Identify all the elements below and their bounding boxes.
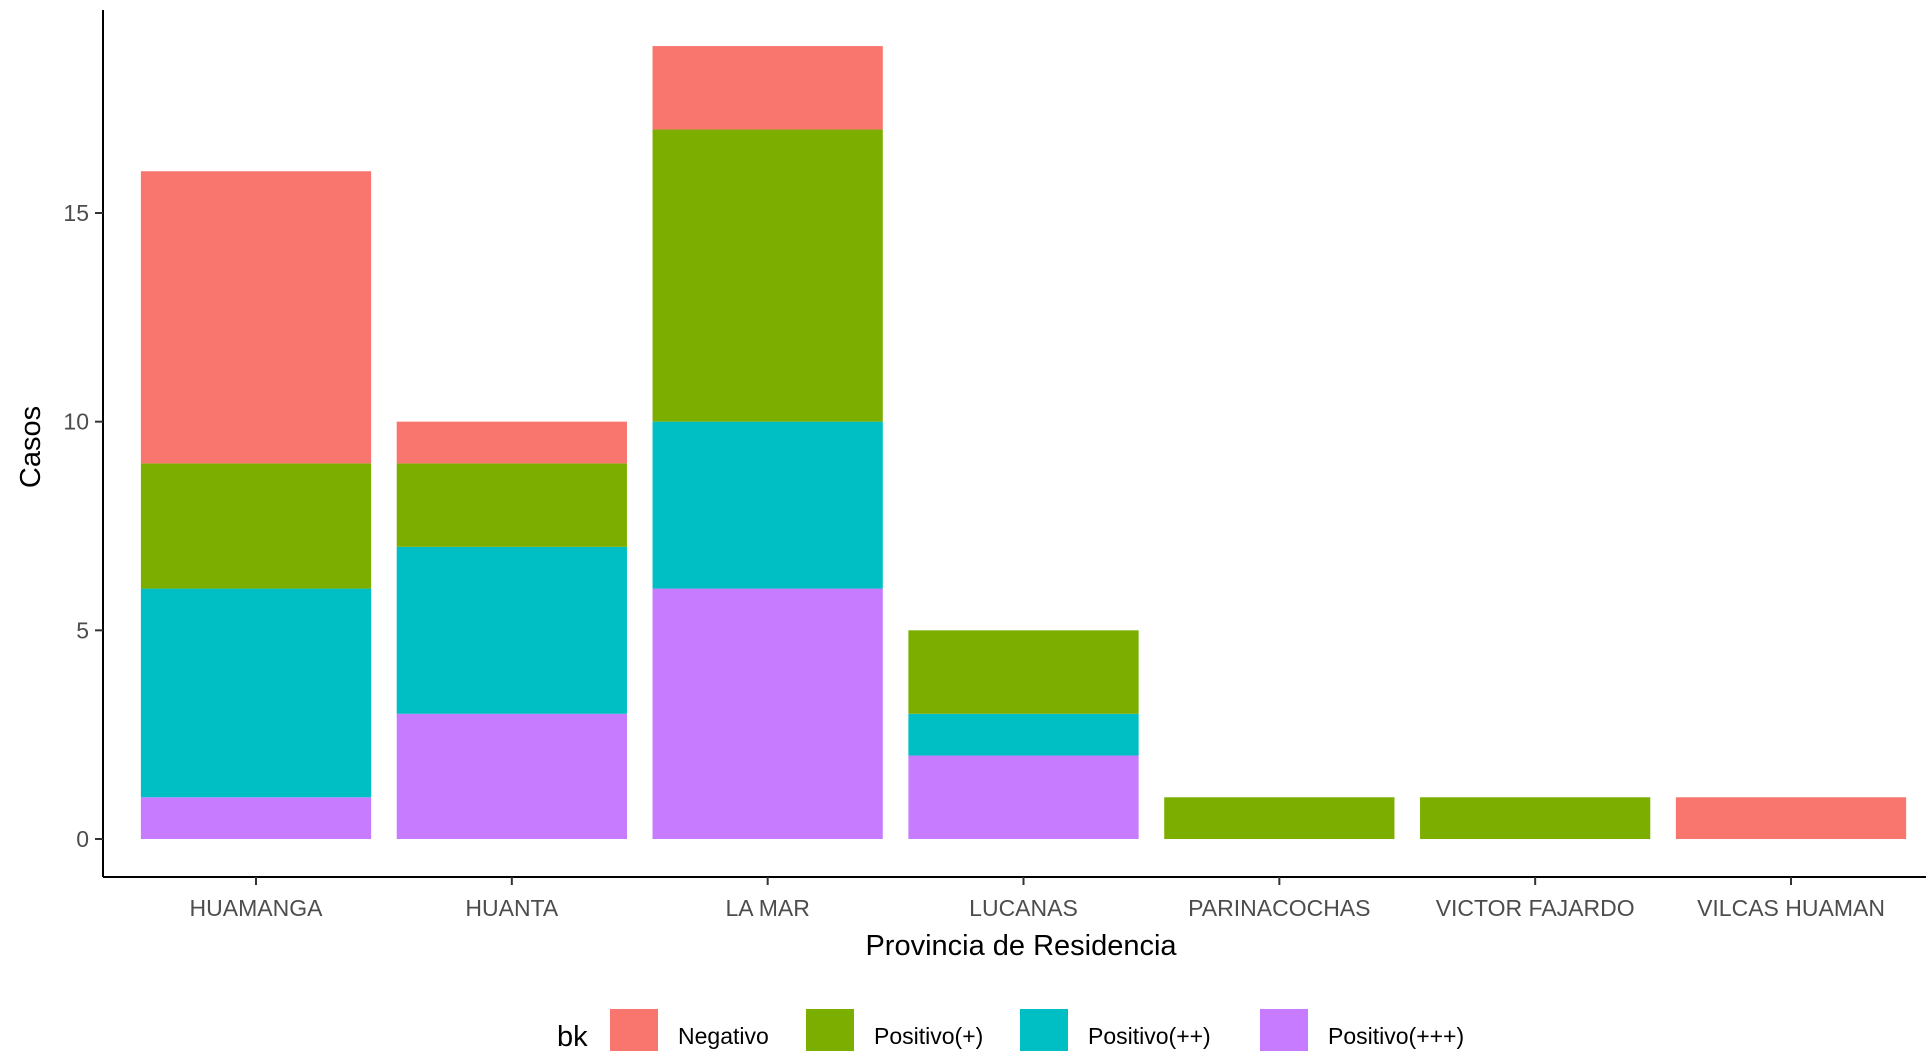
x-tick-label: VILCAS HUAMAN [1697, 895, 1885, 921]
bar-stack-lucanas [908, 630, 1139, 839]
bars-layer [140, 46, 1907, 839]
bar-segment-positivo [652, 421, 883, 589]
bar-segment-negativo [1675, 797, 1907, 839]
y-tick-label: 10 [63, 409, 89, 435]
bar-segment-positivo [908, 630, 1139, 714]
bar-segment-positivo [1420, 797, 1651, 839]
bar-stack-vilcas-huaman [1675, 797, 1907, 839]
bar-segment-positivo [396, 463, 627, 547]
y-tick-label: 5 [76, 617, 89, 643]
legend-swatch [1260, 1009, 1308, 1051]
y-tick-label: 0 [76, 826, 89, 852]
legend-title: bk [557, 1021, 588, 1051]
bar-stack-parinacochas [1164, 797, 1395, 839]
y-tick-label: 15 [63, 200, 89, 226]
legend-swatch [1020, 1009, 1068, 1051]
bar-segment-positivo [140, 797, 372, 839]
legend-label: Positivo(+++) [1328, 1023, 1464, 1049]
legend-label: Positivo(+) [874, 1023, 983, 1049]
bar-segment-positivo [1164, 797, 1395, 839]
bar-stack-huanta [396, 421, 627, 839]
x-tick-label: LUCANAS [969, 895, 1078, 921]
x-tick-label: VICTOR FAJARDO [1436, 895, 1635, 921]
bar-segment-positivo [396, 546, 627, 714]
y-axis-title: Casos [15, 406, 47, 488]
bar-stack-la-mar [652, 46, 883, 839]
bar-segment-positivo [652, 588, 883, 839]
legend-label: Positivo(++) [1088, 1023, 1211, 1049]
x-tick-label: LA MAR [725, 895, 809, 921]
x-axis-title: Provincia de Residencia [865, 930, 1177, 962]
x-tick-label: HUANTA [465, 895, 559, 921]
bar-segment-positivo [140, 463, 372, 589]
x-tick-label: PARINACOCHAS [1188, 895, 1370, 921]
legend-swatch [610, 1009, 658, 1051]
bar-stack-victor-fajardo [1420, 797, 1651, 839]
legend-swatch [806, 1009, 854, 1051]
x-tick-label: HUAMANGA [190, 895, 324, 921]
bar-segment-positivo [908, 713, 1139, 756]
bar-segment-negativo [652, 46, 883, 130]
bar-stack-huamanga [140, 171, 372, 839]
bar-segment-positivo [140, 588, 372, 798]
bar-segment-negativo [140, 171, 372, 464]
bar-segment-negativo [396, 421, 627, 464]
bar-segment-positivo [396, 713, 627, 839]
bar-segment-positivo [908, 755, 1139, 839]
legend: bk Negativo Positivo(+) Positivo(++) Positi… [557, 1009, 1464, 1051]
axes-layer: 0 5 10 15 HUAMANGA HUANTA LA MAR LUCANAS PARINAC… [63, 10, 1926, 921]
bar-segment-positivo [652, 129, 883, 422]
legend-label: Negativo [678, 1023, 769, 1049]
